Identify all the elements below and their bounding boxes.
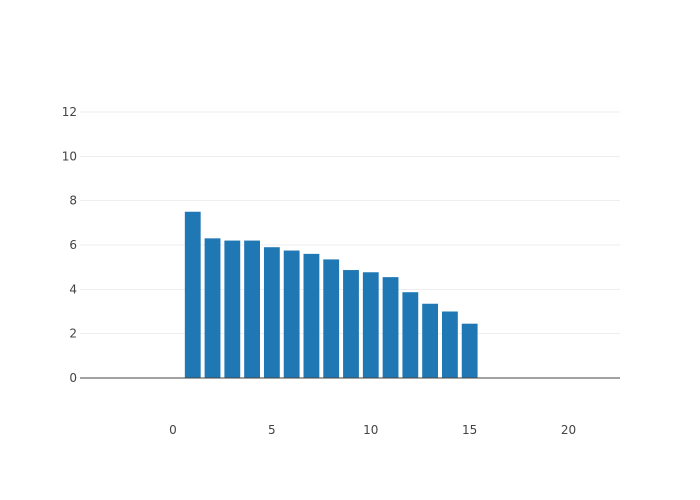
bar[interactable] xyxy=(402,292,419,378)
bar[interactable] xyxy=(184,211,201,378)
bar[interactable] xyxy=(283,250,300,378)
gridlines xyxy=(80,111,620,335)
bar[interactable] xyxy=(224,240,241,378)
bar[interactable] xyxy=(461,323,478,378)
y-tick-label: 10 xyxy=(62,149,77,163)
bar[interactable] xyxy=(244,240,260,378)
bar[interactable] xyxy=(362,272,379,378)
bar[interactable] xyxy=(204,238,221,378)
y-tick-label: 8 xyxy=(69,194,77,208)
y-tick-label: 4 xyxy=(69,282,77,296)
bar[interactable] xyxy=(343,270,359,378)
bar[interactable] xyxy=(382,277,399,378)
x-tick-label: 5 xyxy=(268,423,276,437)
y-tick-label: 2 xyxy=(69,327,77,341)
x-tick-label: 0 xyxy=(169,423,177,437)
x-tick-label: 10 xyxy=(363,423,378,437)
x-axis-ticks: 0 5 10 15 20 xyxy=(169,423,576,437)
bar[interactable] xyxy=(303,253,320,378)
bar[interactable] xyxy=(263,247,280,378)
bar[interactable] xyxy=(323,259,340,378)
y-axis-ticks: 0 2 4 6 8 10 12 xyxy=(62,105,77,385)
x-tick-label: 15 xyxy=(462,423,477,437)
bar[interactable] xyxy=(441,311,458,379)
y-tick-label: 6 xyxy=(69,238,77,252)
bar[interactable] xyxy=(422,303,439,378)
y-tick-label: 0 xyxy=(69,371,77,385)
y-tick-label: 12 xyxy=(62,105,77,119)
x-tick-label: 20 xyxy=(561,423,576,437)
bars xyxy=(184,211,478,379)
